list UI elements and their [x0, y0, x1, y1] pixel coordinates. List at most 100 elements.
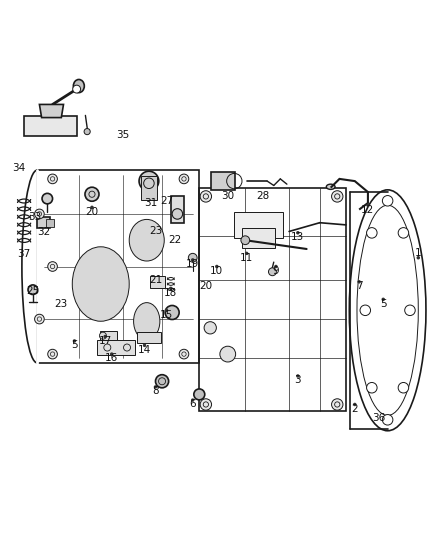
- Text: 20: 20: [199, 281, 212, 291]
- Circle shape: [169, 287, 173, 290]
- FancyBboxPatch shape: [97, 340, 135, 355]
- Ellipse shape: [139, 171, 159, 191]
- Text: 12: 12: [361, 205, 374, 215]
- Circle shape: [220, 346, 236, 362]
- Text: 31: 31: [145, 198, 158, 208]
- Circle shape: [143, 344, 146, 347]
- FancyBboxPatch shape: [24, 117, 77, 136]
- Circle shape: [35, 209, 44, 219]
- Text: 30: 30: [221, 191, 234, 201]
- Circle shape: [245, 252, 248, 255]
- Circle shape: [165, 309, 168, 312]
- Circle shape: [85, 187, 99, 201]
- Circle shape: [296, 231, 300, 235]
- Text: 33: 33: [28, 212, 42, 222]
- FancyBboxPatch shape: [211, 172, 236, 190]
- Text: 20: 20: [85, 207, 99, 217]
- Ellipse shape: [74, 79, 84, 93]
- Circle shape: [154, 385, 157, 389]
- Circle shape: [73, 339, 76, 343]
- Text: 36: 36: [372, 413, 385, 423]
- Circle shape: [357, 280, 361, 284]
- FancyBboxPatch shape: [242, 228, 275, 248]
- Circle shape: [188, 253, 197, 262]
- FancyBboxPatch shape: [150, 276, 165, 288]
- FancyBboxPatch shape: [171, 197, 184, 223]
- Text: 5: 5: [71, 341, 78, 350]
- Circle shape: [42, 193, 53, 204]
- Text: 5: 5: [380, 298, 387, 309]
- Circle shape: [172, 209, 183, 219]
- Circle shape: [124, 344, 131, 351]
- Polygon shape: [39, 104, 64, 118]
- Text: 25: 25: [26, 286, 39, 296]
- Circle shape: [48, 349, 57, 359]
- Ellipse shape: [28, 285, 38, 295]
- Circle shape: [382, 415, 393, 425]
- Text: 9: 9: [272, 266, 279, 276]
- Text: 11: 11: [240, 253, 253, 263]
- Circle shape: [99, 332, 106, 339]
- Circle shape: [110, 352, 113, 356]
- Circle shape: [382, 196, 393, 206]
- Text: 1: 1: [415, 248, 422, 259]
- Text: 23: 23: [149, 225, 162, 236]
- Ellipse shape: [326, 184, 335, 189]
- Circle shape: [274, 265, 278, 268]
- Circle shape: [405, 305, 415, 316]
- Circle shape: [367, 228, 377, 238]
- Text: 21: 21: [149, 274, 162, 285]
- Text: 18: 18: [164, 288, 177, 298]
- Circle shape: [191, 258, 194, 262]
- Text: 14: 14: [138, 345, 151, 355]
- Circle shape: [332, 399, 343, 410]
- Circle shape: [296, 374, 300, 378]
- Circle shape: [191, 398, 194, 402]
- Circle shape: [204, 322, 216, 334]
- Circle shape: [104, 344, 111, 351]
- Ellipse shape: [194, 389, 205, 400]
- Text: 8: 8: [152, 386, 159, 397]
- Text: 6: 6: [189, 399, 196, 409]
- Text: 27: 27: [160, 196, 173, 206]
- FancyBboxPatch shape: [37, 217, 50, 228]
- Circle shape: [398, 228, 409, 238]
- Text: 32: 32: [37, 228, 50, 237]
- FancyBboxPatch shape: [137, 332, 161, 343]
- FancyBboxPatch shape: [234, 212, 283, 238]
- Circle shape: [103, 335, 107, 338]
- Circle shape: [48, 174, 57, 184]
- Text: 28: 28: [256, 191, 269, 201]
- FancyBboxPatch shape: [100, 332, 117, 340]
- Circle shape: [200, 399, 212, 410]
- Circle shape: [215, 265, 219, 268]
- Text: 22: 22: [169, 235, 182, 245]
- Circle shape: [381, 297, 385, 301]
- Text: 10: 10: [210, 266, 223, 276]
- FancyBboxPatch shape: [141, 175, 157, 200]
- FancyBboxPatch shape: [46, 219, 54, 227]
- Text: 17: 17: [99, 336, 112, 346]
- Ellipse shape: [155, 375, 169, 388]
- Circle shape: [367, 383, 377, 393]
- Ellipse shape: [134, 303, 160, 340]
- Text: 13: 13: [291, 232, 304, 242]
- Circle shape: [332, 191, 343, 202]
- Circle shape: [48, 262, 57, 271]
- Text: 23: 23: [55, 298, 68, 309]
- Circle shape: [165, 305, 179, 319]
- Text: 34: 34: [12, 163, 25, 173]
- Circle shape: [179, 174, 189, 184]
- Circle shape: [35, 314, 44, 324]
- Ellipse shape: [72, 247, 129, 321]
- Circle shape: [417, 256, 420, 260]
- Circle shape: [241, 236, 250, 245]
- Circle shape: [90, 206, 94, 209]
- Text: 3: 3: [294, 375, 301, 385]
- Ellipse shape: [129, 220, 164, 261]
- Circle shape: [73, 85, 81, 93]
- Text: 16: 16: [105, 353, 118, 364]
- Text: 37: 37: [18, 249, 31, 259]
- Text: 35: 35: [116, 130, 129, 140]
- Circle shape: [200, 191, 212, 202]
